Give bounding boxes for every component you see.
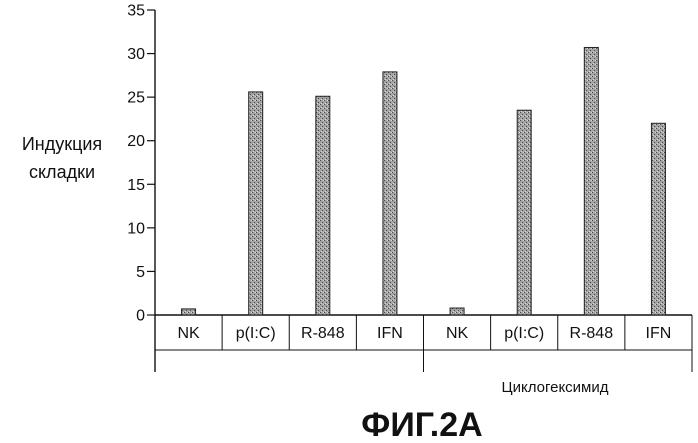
x-category-label: NK bbox=[446, 325, 469, 342]
y-axis-ticks: 0 5 10 15 20 25 30 35 bbox=[127, 3, 155, 325]
bars bbox=[182, 47, 666, 315]
x-category-label: R-848 bbox=[301, 325, 345, 342]
bar-4 bbox=[383, 72, 397, 315]
bar-3 bbox=[316, 96, 330, 315]
y-tick-label: 35 bbox=[127, 3, 145, 20]
y-tick-label: 30 bbox=[127, 46, 145, 63]
y-tick-label: 0 bbox=[136, 308, 145, 325]
group-label-cycloheximide: Циклогексимид bbox=[501, 379, 608, 396]
y-axis-label-line-2: складки bbox=[29, 162, 95, 182]
x-category-label: IFN bbox=[377, 325, 403, 342]
category-dividers bbox=[222, 315, 625, 372]
y-tick-label: 20 bbox=[127, 133, 145, 150]
bar-6 bbox=[517, 110, 531, 315]
x-category-label: IFN bbox=[646, 325, 672, 342]
bar-1 bbox=[182, 309, 196, 315]
y-tick-label: 25 bbox=[127, 90, 145, 107]
bar-7 bbox=[584, 47, 598, 315]
y-axis-label-line-1: Индукция bbox=[22, 134, 102, 154]
x-axis-category-labels: NK p(I:C) R-848 IFN NK p(I:C) R-848 IFN bbox=[177, 325, 671, 342]
y-tick-label: 5 bbox=[136, 264, 145, 281]
y-tick-label: 10 bbox=[127, 220, 145, 237]
x-category-label: R-848 bbox=[570, 325, 614, 342]
y-tick-label: 15 bbox=[127, 177, 145, 194]
x-category-label: p(I:C) bbox=[236, 325, 276, 342]
x-category-label: p(I:C) bbox=[504, 325, 544, 342]
bar-5 bbox=[450, 308, 464, 315]
x-category-label: NK bbox=[177, 325, 200, 342]
figure-caption: ФИГ.2А bbox=[361, 406, 482, 443]
bar-2 bbox=[249, 92, 263, 315]
bar-8 bbox=[651, 123, 665, 315]
